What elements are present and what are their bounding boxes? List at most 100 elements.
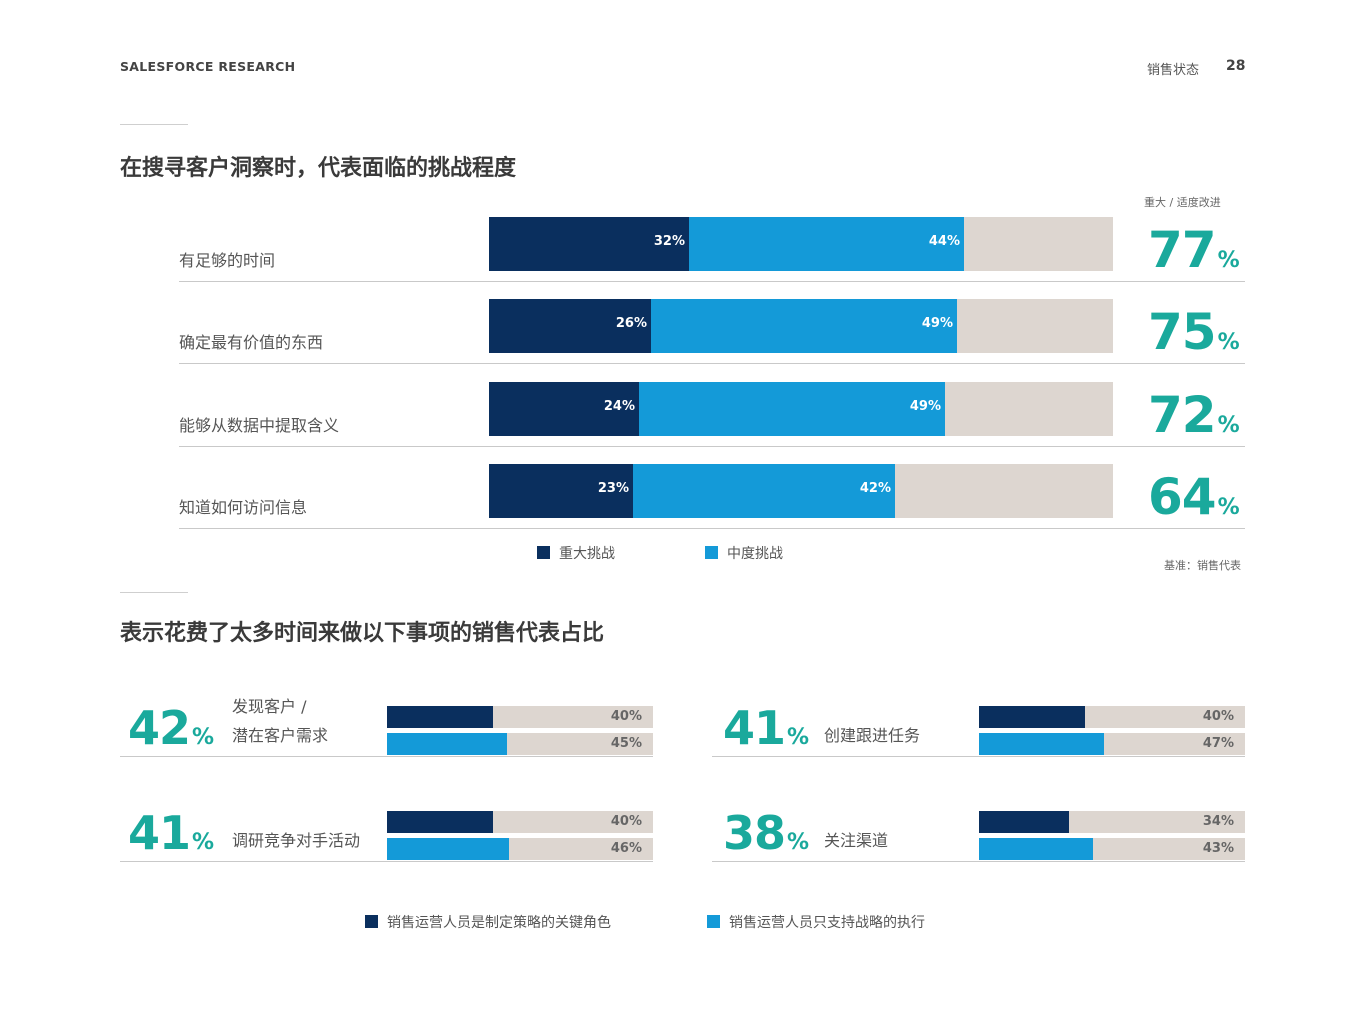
row-divider [179, 446, 1245, 447]
bar-value-label: 43% [1202, 841, 1234, 856]
row-label: 能够从数据中提取含义 [179, 416, 340, 435]
bar-value-label: 49% [921, 316, 953, 331]
bar-value-label: 42% [859, 481, 891, 496]
legend-swatch-navy [365, 915, 378, 928]
section-rule [120, 592, 188, 593]
bar-segment-major: 23% [489, 464, 633, 518]
total-percent: 41% [128, 806, 214, 860]
chart2-title: 表示花费了太多时间来做以下事项的销售代表占比 [120, 621, 605, 646]
item-label: 调研竞争对手活动 [232, 826, 360, 855]
row-label: 确定最有价值的东西 [179, 333, 324, 352]
total-percent: 41% [723, 701, 809, 755]
bar-segment-major: 26% [489, 299, 651, 353]
percent-sign: % [1217, 413, 1240, 438]
bar-segment-moderate: 49% [639, 382, 945, 436]
total-value: 41 [723, 701, 786, 755]
percent-sign: % [1217, 495, 1240, 520]
bar-value-label: 44% [928, 234, 960, 249]
total-value: 77 [1148, 221, 1217, 279]
bar-value-label: 46% [610, 841, 642, 856]
bar-value-label: 26% [615, 316, 647, 331]
legend-label: 销售运营人员是制定策略的关键角色 [387, 915, 611, 931]
report-section-title: 销售状态 [1147, 63, 1200, 78]
total-value: 42 [128, 701, 191, 755]
row-divider [179, 528, 1245, 529]
bar-fill [387, 706, 493, 728]
percent-sign: % [787, 725, 809, 750]
row-divider [712, 861, 1245, 862]
percent-sign: % [1217, 330, 1240, 355]
stacked-bar: 32% 44% [489, 217, 1113, 271]
bar-support-role: 45% [387, 733, 653, 755]
bar-value-label: 34% [1202, 814, 1234, 829]
item-label: 关注渠道 [824, 826, 888, 855]
percent-sign: % [787, 830, 809, 855]
legend-item-key-role: 销售运营人员是制定策略的关键角色 [365, 912, 611, 932]
bar-value-label: 32% [653, 234, 685, 249]
bar-value-label: 47% [1202, 736, 1234, 751]
bar-key-role: 40% [387, 811, 653, 833]
row-divider [712, 756, 1245, 757]
stacked-bar: 24% 49% [489, 382, 1113, 436]
bar-fill [387, 811, 493, 833]
bar-value-label: 49% [909, 399, 941, 414]
bar-value-label: 23% [597, 481, 629, 496]
bar-fill [979, 733, 1104, 755]
bar-support-role: 43% [979, 838, 1245, 860]
bar-segment-major: 32% [489, 217, 689, 271]
report-source: SALESFORCE RESEARCH [120, 59, 296, 74]
total-percent: 64% [1148, 468, 1240, 526]
item-label-line: 创建跟进任务 [824, 726, 921, 745]
legend-item-major: 重大挑战 [537, 543, 615, 563]
legend-item-support-role: 销售运营人员只支持战略的执行 [707, 912, 925, 932]
section-rule [120, 124, 188, 125]
item-label: 创建跟进任务 [824, 721, 920, 750]
bar-segment-moderate: 42% [633, 464, 895, 518]
total-value: 75 [1148, 303, 1217, 361]
legend-swatch-blue [707, 915, 720, 928]
row-label: 有足够的时间 [179, 251, 276, 270]
item-label-line: 潜在客户需求 [232, 726, 329, 745]
stacked-bar: 23% 42% [489, 464, 1113, 518]
bar-segment-major: 24% [489, 382, 639, 436]
bar-support-role: 46% [387, 838, 653, 860]
total-value: 41 [128, 806, 191, 860]
bar-support-role: 47% [979, 733, 1245, 755]
row-divider [179, 363, 1245, 364]
bar-fill [979, 838, 1093, 860]
total-value: 72 [1148, 386, 1217, 444]
total-percent: 38% [723, 806, 809, 860]
legend-swatch-blue [705, 546, 718, 559]
bar-fill [979, 811, 1069, 833]
row-label: 知道如何访问信息 [179, 498, 308, 517]
bar-key-role: 34% [979, 811, 1245, 833]
bar-value-label: 24% [603, 399, 635, 414]
bar-key-role: 40% [979, 706, 1245, 728]
percent-sign: % [192, 725, 214, 750]
row-divider [120, 861, 653, 862]
item-label-line: 关注渠道 [824, 831, 889, 850]
legend-label: 中度挑战 [727, 546, 783, 562]
total-percent: 72% [1148, 386, 1240, 444]
row-divider [179, 281, 1245, 282]
legend-label: 重大挑战 [559, 546, 615, 562]
item-label-line: 调研竞争对手活动 [232, 831, 361, 850]
bar-value-label: 40% [610, 709, 642, 724]
bar-value-label: 40% [610, 814, 642, 829]
row-divider [120, 756, 653, 757]
bar-segment-moderate: 49% [651, 299, 957, 353]
legend-label: 销售运营人员只支持战略的执行 [729, 915, 925, 931]
bar-fill [979, 706, 1085, 728]
percent-sign: % [1217, 248, 1240, 273]
percent-sign: % [192, 830, 214, 855]
stacked-bar: 26% 49% [489, 299, 1113, 353]
bar-value-label: 45% [610, 736, 642, 751]
bar-key-role: 40% [387, 706, 653, 728]
chart1-title: 在搜寻客户洞察时，代表面临的挑战程度 [120, 156, 517, 181]
page-number: 28 [1226, 58, 1246, 74]
chart1-column-note: 重大 / 适度改进 [1144, 196, 1221, 209]
chart1-base-note: 基准：销售代表 [1164, 559, 1241, 572]
legend-item-moderate: 中度挑战 [705, 543, 783, 563]
total-percent: 75% [1148, 303, 1240, 361]
total-percent: 77% [1148, 221, 1240, 279]
